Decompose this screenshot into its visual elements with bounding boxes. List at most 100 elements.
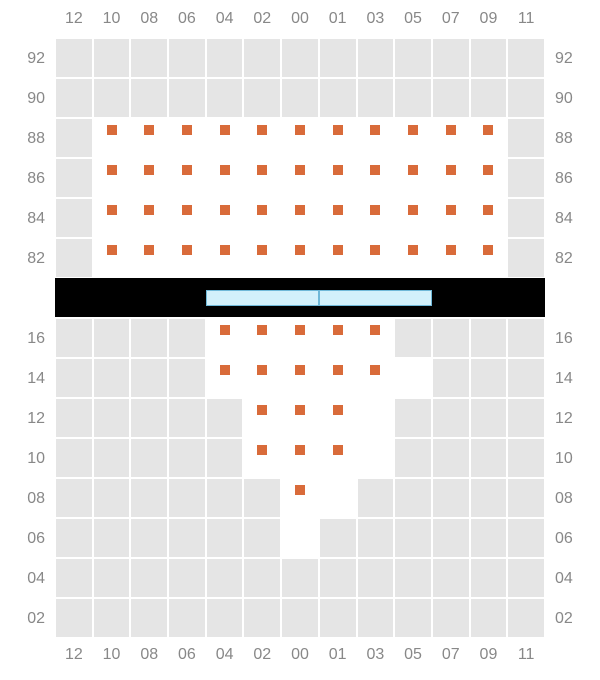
gridline bbox=[55, 77, 545, 79]
row-label-right: 10 bbox=[555, 450, 580, 468]
seat-cell-empty[interactable] bbox=[320, 479, 356, 517]
seat-marker bbox=[257, 165, 267, 175]
seat-marker bbox=[295, 365, 305, 375]
seat-marker bbox=[220, 125, 230, 135]
row-label-left: 90 bbox=[20, 90, 45, 108]
seat-marker bbox=[182, 245, 192, 255]
row-label-right: 86 bbox=[555, 170, 580, 188]
col-label-top: 06 bbox=[177, 10, 197, 28]
seat-marker bbox=[408, 125, 418, 135]
seat-cell-empty[interactable] bbox=[395, 359, 431, 397]
gridline bbox=[55, 637, 545, 639]
col-label-bottom: 05 bbox=[403, 646, 423, 664]
row-label-left: 10 bbox=[20, 450, 45, 468]
col-label-top: 10 bbox=[102, 10, 122, 28]
seat-marker bbox=[257, 125, 267, 135]
row-label-left: 12 bbox=[20, 410, 45, 428]
seat-marker bbox=[295, 485, 305, 495]
seat-marker bbox=[295, 165, 305, 175]
col-label-top: 07 bbox=[441, 10, 461, 28]
row-label-right: 14 bbox=[555, 370, 580, 388]
seat-marker bbox=[144, 205, 154, 215]
row-label-right: 06 bbox=[555, 530, 580, 548]
seat-cell-empty[interactable] bbox=[282, 519, 318, 557]
col-label-bottom: 07 bbox=[441, 646, 461, 664]
seat-marker bbox=[370, 365, 380, 375]
seat-marker bbox=[408, 165, 418, 175]
gridline bbox=[55, 37, 545, 39]
row-label-right: 02 bbox=[555, 610, 580, 628]
row-label-right: 90 bbox=[555, 90, 580, 108]
seat-marker bbox=[483, 245, 493, 255]
stage-bar[interactable] bbox=[319, 290, 432, 306]
row-label-left: 16 bbox=[20, 330, 45, 348]
seat-marker bbox=[333, 405, 343, 415]
col-label-bottom: 02 bbox=[252, 646, 272, 664]
seat-marker bbox=[107, 245, 117, 255]
col-label-top: 00 bbox=[290, 10, 310, 28]
col-label-top: 05 bbox=[403, 10, 423, 28]
col-label-bottom: 12 bbox=[64, 646, 84, 664]
row-label-left: 04 bbox=[20, 570, 45, 588]
seat-marker bbox=[446, 165, 456, 175]
seat-marker bbox=[446, 125, 456, 135]
col-label-top: 11 bbox=[516, 10, 536, 28]
seat-marker bbox=[295, 405, 305, 415]
row-label-right: 12 bbox=[555, 410, 580, 428]
seat-marker bbox=[257, 325, 267, 335]
gridline bbox=[55, 557, 545, 559]
seat-marker bbox=[333, 165, 343, 175]
seat-marker bbox=[144, 165, 154, 175]
seat-cell-empty[interactable] bbox=[358, 439, 394, 477]
row-label-right: 08 bbox=[555, 490, 580, 508]
row-label-right: 82 bbox=[555, 250, 580, 268]
seat-marker bbox=[257, 445, 267, 455]
col-label-top: 02 bbox=[252, 10, 272, 28]
col-label-top: 08 bbox=[139, 10, 159, 28]
seat-marker bbox=[446, 205, 456, 215]
seat-marker bbox=[182, 165, 192, 175]
seat-marker bbox=[257, 405, 267, 415]
stage-bar[interactable] bbox=[206, 290, 319, 306]
col-label-top: 12 bbox=[64, 10, 84, 28]
row-label-left: 92 bbox=[20, 50, 45, 68]
seat-marker bbox=[295, 445, 305, 455]
seat-marker bbox=[295, 245, 305, 255]
col-label-bottom: 09 bbox=[478, 646, 498, 664]
row-label-left: 06 bbox=[20, 530, 45, 548]
seat-cell-empty[interactable] bbox=[358, 399, 394, 437]
seat-marker bbox=[483, 165, 493, 175]
col-label-bottom: 11 bbox=[516, 646, 536, 664]
seat-marker bbox=[295, 125, 305, 135]
col-label-top: 03 bbox=[365, 10, 385, 28]
row-label-left: 02 bbox=[20, 610, 45, 628]
seat-marker bbox=[483, 125, 493, 135]
row-label-left: 14 bbox=[20, 370, 45, 388]
seat-marker bbox=[257, 365, 267, 375]
seat-marker bbox=[220, 205, 230, 215]
row-label-right: 04 bbox=[555, 570, 580, 588]
seat-marker bbox=[257, 205, 267, 215]
seat-marker bbox=[370, 245, 380, 255]
seat-marker bbox=[144, 245, 154, 255]
seat-marker bbox=[408, 245, 418, 255]
col-label-top: 09 bbox=[478, 10, 498, 28]
col-label-bottom: 06 bbox=[177, 646, 197, 664]
row-label-left: 08 bbox=[20, 490, 45, 508]
seat-marker bbox=[333, 365, 343, 375]
seat-marker bbox=[333, 325, 343, 335]
seat-marker bbox=[483, 205, 493, 215]
seat-marker bbox=[370, 165, 380, 175]
seat-marker bbox=[295, 325, 305, 335]
row-label-left: 84 bbox=[20, 210, 45, 228]
seat-marker bbox=[370, 325, 380, 335]
seat-marker bbox=[220, 325, 230, 335]
seat-marker bbox=[408, 205, 418, 215]
col-label-top: 01 bbox=[328, 10, 348, 28]
row-label-left: 86 bbox=[20, 170, 45, 188]
seat-marker bbox=[182, 125, 192, 135]
seat-marker bbox=[370, 125, 380, 135]
row-label-left: 82 bbox=[20, 250, 45, 268]
seat-marker bbox=[295, 205, 305, 215]
seat-marker bbox=[107, 165, 117, 175]
